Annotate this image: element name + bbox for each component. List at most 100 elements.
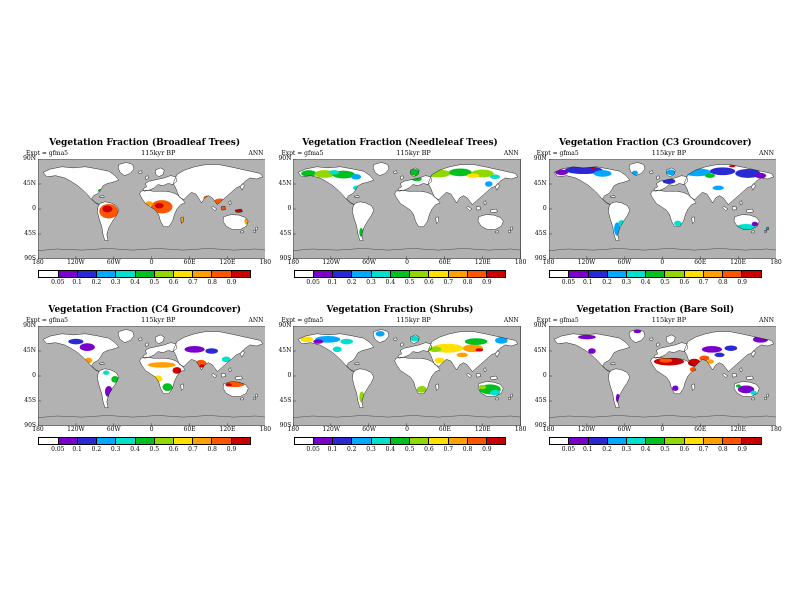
lon-tick-label: 0 <box>405 259 409 266</box>
colorbar-tick-label: 0.4 <box>385 446 396 453</box>
colorbar-segment <box>174 271 194 277</box>
colorbar-segment <box>390 438 411 444</box>
lon-tick-label: 60E <box>438 259 451 266</box>
panel-title: Vegetation Fraction (C3 Groundcover) <box>558 138 752 148</box>
colorbar-tick-label: 0.9 <box>482 279 492 286</box>
longitude-axis: 180 120W 60W 0 60E 120E 180 <box>32 426 271 434</box>
colorbar-segment <box>627 271 647 277</box>
panel-subhead: Expt = gfma5 115kyr BP ANN <box>535 316 776 325</box>
vegetation-patch-australia-yellow <box>478 384 487 390</box>
colorbar-segment <box>193 438 213 444</box>
vegetation-patch-central-asia <box>184 346 205 353</box>
vegetation-patch-us-west <box>587 348 596 354</box>
vegetation-patch-south-africa <box>673 220 682 227</box>
colorbar-segment <box>39 438 59 444</box>
experiment-label: Expt = gfma5 <box>26 317 69 324</box>
colorbar-tick-label: 0.5 <box>149 279 160 286</box>
colorbar-segment <box>77 438 98 444</box>
lat-tick-label: 45N <box>278 180 292 187</box>
colorbar-segment <box>294 438 315 444</box>
time-label: 115kyr BP <box>396 316 431 324</box>
vegetation-patch-india-nw <box>707 359 714 364</box>
colorbar-segment <box>352 271 372 277</box>
longitude-axis: 180 120W 60W 0 60E 120E 180 <box>32 259 271 267</box>
colorbar-segment <box>371 438 391 444</box>
colorbar-tick-label: 0.05 <box>561 446 576 453</box>
lon-tick-label: 60W <box>362 426 376 433</box>
vegetation-patch-china-cyan <box>221 356 231 363</box>
vegetation-patch-arctic-canada <box>577 334 596 340</box>
vegetation-patch-alaska <box>554 169 568 176</box>
colorbar-tick-label: 0.2 <box>91 446 102 453</box>
colorbar-tick-label: 0.8 <box>462 279 473 286</box>
colorbar <box>38 437 251 445</box>
vegetation-patch-asia-blue <box>205 348 218 354</box>
season-label: ANN <box>759 150 774 157</box>
lon-tick-label: 180 <box>514 426 527 433</box>
panel-subhead: Expt = gfma5 115kyr BP ANN <box>24 149 265 158</box>
vegetation-patch-siberia-yellow <box>466 173 480 178</box>
colorbar-tick-label: 0.6 <box>679 446 690 453</box>
colorbar-segment <box>646 271 666 277</box>
longitude-axis: 180 120W 60W 0 60E 120E 180 <box>543 259 782 267</box>
lat-tick-label: 45S <box>534 397 547 404</box>
experiment-label: Expt = gfma5 <box>26 150 69 157</box>
colorbar-segment <box>231 438 250 444</box>
colorbar-segment <box>467 271 487 277</box>
colorbar-segment <box>588 438 608 444</box>
time-label: 115kyr BP <box>396 149 431 157</box>
colorbar-tick-label: 0.5 <box>149 446 160 453</box>
colorbar-tick-label: 0.8 <box>718 446 728 453</box>
experiment-label: Expt = gfma5 <box>281 150 324 157</box>
lat-tick-label: 90N <box>23 322 36 329</box>
vegetation-patch-namib <box>671 385 679 391</box>
vegetation-patch-amazon-core <box>102 205 113 213</box>
latitude-axis: 90N 45N 0 45S 90S <box>533 155 549 262</box>
lat-tick-label: 90N <box>533 155 547 162</box>
map-panel: Vegetation Fraction (Shrubs) Expt = gfma… <box>278 305 526 454</box>
colorbar-tick-label: 0.6 <box>679 279 690 286</box>
colorbar-segment <box>212 271 232 277</box>
map-area <box>548 326 776 426</box>
colorbar-tick-label: 0.6 <box>168 279 179 286</box>
latitude-axis: 90N 45N 0 45S 90S <box>278 156 293 262</box>
colorbar-segment <box>569 438 589 444</box>
vegetation-patch-canada-cyan <box>329 170 340 175</box>
colorbar-segment <box>212 438 232 444</box>
map-panel: Vegetation Fraction (C4 Groundcover) Exp… <box>23 305 271 454</box>
lon-tick-label: 60E <box>183 426 196 433</box>
vegetation-patch-central-siberia <box>709 167 735 176</box>
colorbar-tick-label: 0.3 <box>366 446 376 453</box>
colorbar-tick-label: 0.7 <box>443 446 454 453</box>
season-label: ANN <box>503 317 519 324</box>
lon-tick-label: 60W <box>106 259 121 266</box>
lat-tick-label: 45S <box>24 397 36 404</box>
colorbar-ticks: 0.05 0.1 0.2 0.3 0.4 0.5 0.6 0.7 0.8 0.9 <box>294 445 506 454</box>
vegetation-patch-hudson-green <box>340 338 354 345</box>
colorbar-segment <box>723 438 743 444</box>
colorbar-tick-label: 0.6 <box>424 446 434 453</box>
lat-tick-label: 45N <box>278 347 292 354</box>
vegetation-patch-siberia-green <box>704 173 715 178</box>
colorbar-tick-label: 0.1 <box>72 446 82 453</box>
vegetation-patch-siberia-green <box>465 338 488 345</box>
map-panel: Vegetation Fraction (C3 Groundcover) Exp… <box>533 138 782 287</box>
colorbar-tick-label: 0.2 <box>91 279 102 286</box>
longitude-axis: 180 120W 60W 0 60E 120E 180 <box>543 426 782 434</box>
lon-tick-label: 180 <box>32 259 44 266</box>
colorbar-tick-label: 0.1 <box>327 279 338 286</box>
colorbar-tick-label: 0.7 <box>698 446 709 453</box>
lat-tick-label: 45S <box>24 230 36 237</box>
colorbar-tick-label: 0.1 <box>72 279 82 286</box>
lat-tick-label: 45N <box>23 180 36 187</box>
colorbar-ticks: 0.05 0.1 0.2 0.3 0.4 0.5 0.6 0.7 0.8 0.9 <box>38 278 250 287</box>
colorbar-segment <box>723 271 743 277</box>
colorbar-segment <box>448 271 468 277</box>
vegetation-patch-canada <box>68 338 84 345</box>
vegetation-patch-arctic-red-speck <box>728 165 735 168</box>
vegetation-patch-central-siberia <box>449 168 473 177</box>
colorbar-ticks: 0.05 0.1 0.2 0.3 0.4 0.5 0.6 0.7 0.8 0.9 <box>294 278 506 287</box>
map-area <box>38 326 266 426</box>
vegetation-patch-east-siberia-cyan <box>495 337 509 344</box>
colorbar-tick-label: 0.9 <box>226 279 237 286</box>
